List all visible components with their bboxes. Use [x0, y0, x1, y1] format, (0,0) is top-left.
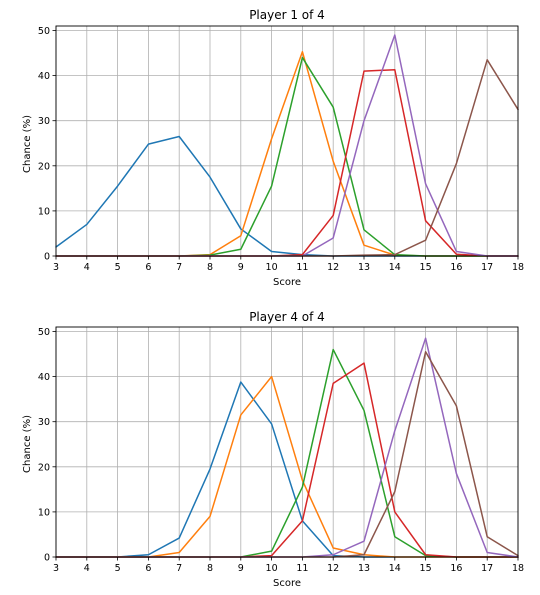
- y-tick-label: 50: [38, 26, 50, 37]
- x-tick-label: 12: [327, 563, 339, 574]
- y-tick-label: 40: [38, 71, 50, 82]
- y-tick-label: 30: [38, 417, 50, 428]
- y-tick-label: 0: [44, 553, 50, 564]
- x-tick-label: 3: [53, 563, 59, 574]
- series-line-1: [55, 381, 519, 558]
- series-line-3: [55, 348, 519, 558]
- y-tick-label: 50: [38, 327, 50, 338]
- x-tick-label: 4: [84, 262, 90, 273]
- y-axis-label: Chance (%): [22, 115, 33, 173]
- x-tick-label: 11: [296, 262, 308, 273]
- series-line-1: [55, 135, 519, 257]
- chart-title: Player 4 of 4: [249, 310, 325, 324]
- x-tick-label: 6: [145, 563, 151, 574]
- x-tick-label: 13: [358, 262, 370, 273]
- x-tick-label: 12: [327, 262, 339, 273]
- series-line-3: [55, 56, 519, 257]
- x-tick-label: 13: [358, 563, 370, 574]
- plot-frame: [55, 25, 519, 257]
- series-line-6: [55, 351, 519, 558]
- x-tick-label: 7: [176, 563, 182, 574]
- x-tick-label: 16: [450, 262, 462, 273]
- x-tick-label: 16: [450, 563, 462, 574]
- series-line-5: [55, 34, 519, 257]
- chart-player-1: Player 1 of 4 Score Chance (%) 3 4 5 6 7 8 9 10…: [22, 8, 524, 288]
- y-tick-label: 40: [38, 372, 50, 383]
- plot-frame: [55, 326, 519, 558]
- x-axis-label: Score: [273, 578, 301, 589]
- x-tick-label: 8: [207, 563, 213, 574]
- x-tick-label: 4: [84, 563, 90, 574]
- x-tick-label: 9: [238, 563, 244, 574]
- x-tick-label: 18: [512, 563, 524, 574]
- x-tick-label: 17: [481, 262, 493, 273]
- x-tick-label: 11: [296, 563, 308, 574]
- grid: [55, 26, 519, 257]
- x-tick-label: 10: [266, 262, 278, 273]
- y-tick-label: 10: [38, 206, 50, 217]
- y-tick-label: 10: [38, 507, 50, 518]
- y-axis-label: Chance (%): [22, 415, 33, 473]
- series-line-4: [55, 69, 519, 257]
- x-tick-label: 15: [420, 563, 432, 574]
- x-tick-label: 7: [176, 262, 182, 273]
- series-line-2: [55, 50, 519, 257]
- chart-title: Player 1 of 4: [249, 8, 325, 22]
- x-tick-label: 14: [389, 262, 401, 273]
- series-line-5: [55, 337, 519, 558]
- x-tick-label: 18: [512, 262, 524, 273]
- series-line-6: [55, 59, 519, 257]
- x-tick-label: 5: [115, 262, 121, 273]
- y-tick-label: 20: [38, 161, 50, 172]
- x-tick-label: 15: [420, 262, 432, 273]
- chart-player-4: Player 4 of 4 Score Chance (%) 3 4 5 6 7 8 9 10…: [22, 310, 524, 589]
- x-axis-label: Score: [273, 277, 301, 288]
- x-tick-label: 17: [481, 563, 493, 574]
- y-tick-label: 20: [38, 462, 50, 473]
- x-tick-label: 14: [389, 563, 401, 574]
- y-tick-label: 30: [38, 116, 50, 127]
- x-tick-label: 5: [115, 563, 121, 574]
- x-tick-label: 10: [266, 563, 278, 574]
- y-tick-label: 0: [44, 252, 50, 263]
- x-tick-label: 6: [145, 262, 151, 273]
- x-tick-label: 9: [238, 262, 244, 273]
- x-tick-label: 3: [53, 262, 59, 273]
- x-tick-label: 8: [207, 262, 213, 273]
